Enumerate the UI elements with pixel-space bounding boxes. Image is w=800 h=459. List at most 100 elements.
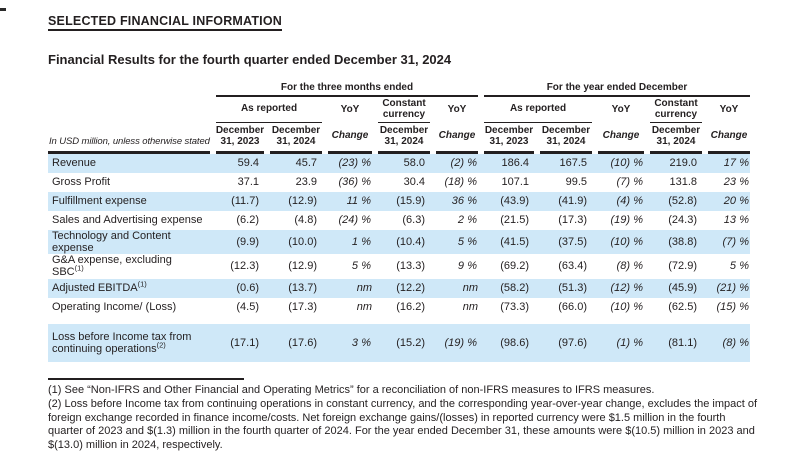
yoy-value: 9% (457, 260, 477, 273)
amount-value: (6.3) (402, 213, 425, 226)
unit-note: In USD million, unless otherwise stated (49, 136, 210, 147)
row-spacer (48, 317, 800, 324)
yoy-value: (12)% (610, 282, 643, 295)
amount-value: (0.6) (236, 282, 259, 295)
header-as-reported: As reported (484, 97, 592, 123)
amount-value: (17.3) (558, 213, 587, 226)
financial-table: For the three months ended For the year … (48, 82, 800, 363)
table-row: Revenue 59.4 45.7 (23)% 58.0 (2)% 186.4 167.5 (1… (48, 153, 750, 173)
header-yoy: YoY (340, 104, 360, 116)
amount-value: 99.5 (565, 175, 587, 188)
header-rule-segment (270, 151, 322, 154)
yoy-value: 20% (723, 194, 749, 207)
header-rule-segment (540, 151, 592, 154)
amount-value: (13.3) (396, 260, 425, 273)
yoy-value: (10)% (610, 301, 643, 314)
amount-value: (66.0) (558, 301, 587, 314)
header-date: December 31, 2023 (484, 124, 534, 147)
header-change: Change (602, 130, 640, 142)
yoy-value: (21)% (716, 282, 749, 295)
col-group-three-months: For the three months ended (216, 82, 478, 97)
amount-value: (97.6) (558, 336, 587, 349)
amount-value: (98.6) (500, 336, 529, 349)
header-rule-segment (708, 151, 750, 154)
header-date: December 31, 2023 (215, 124, 265, 147)
header-date: December 31, 2024 (651, 124, 701, 147)
amount-value: (12.3) (230, 260, 259, 273)
amount-value: (37.5) (558, 235, 587, 248)
edge-artifact (0, 8, 6, 11)
amount-value: (10.4) (396, 235, 425, 248)
yoy-value: (4)% (616, 194, 643, 207)
header-rule-segment (48, 151, 210, 154)
header-rule-segment (598, 151, 644, 154)
amount-value: (45.9) (668, 282, 697, 295)
header-rule-segment (216, 151, 264, 154)
yoy-value: 23% (723, 175, 749, 188)
page-subtitle: Financial Results for the fourth quarter… (48, 52, 452, 67)
row-label: Loss before Income tax from continuing op… (52, 330, 192, 356)
table-header-rule (48, 151, 750, 154)
amount-value: 167.5 (559, 156, 587, 169)
amount-value: 58.0 (403, 156, 425, 169)
amount-value: 45.7 (295, 156, 317, 169)
amount-value: (52.8) (668, 194, 697, 207)
header-change: Change (438, 130, 476, 142)
amount-value: 59.4 (237, 156, 259, 169)
table-row: Loss before Income tax from continuing op… (48, 323, 750, 363)
header-constant-currency: Constant currency (650, 97, 702, 123)
yoy-value: 17% (723, 156, 749, 169)
row-label: Gross Profit (52, 175, 111, 188)
table-header-dates: In USD million, unless otherwise stated … (48, 124, 750, 149)
footnote-1: (1) See “Non-IFRS and Other Financial an… (48, 384, 655, 397)
yoy-value: (23)% (338, 156, 371, 169)
amount-value: (62.5) (668, 301, 697, 314)
header-rule-segment (378, 151, 430, 154)
header-yoy: YoY (611, 104, 631, 116)
amount-value: (24.3) (668, 213, 697, 226)
footnote-2: (2) Loss before Income tax from continui… (48, 398, 758, 451)
header-date: December 31, 2024 (271, 124, 321, 147)
yoy-value: (18)% (444, 175, 477, 188)
header-rule-segment (650, 151, 702, 154)
yoy-value: (24)% (338, 213, 371, 226)
amount-value: (12.9) (288, 260, 317, 273)
amount-value: 131.8 (669, 175, 697, 188)
amount-value: (15.9) (396, 194, 425, 207)
amount-value: 37.1 (237, 175, 259, 188)
amount-value: (17.3) (288, 301, 317, 314)
yoy-value: 11% (346, 194, 371, 207)
amount-value: (12.9) (288, 194, 317, 207)
amount-value: 186.4 (501, 156, 529, 169)
yoy-value: (7)% (616, 175, 643, 188)
amount-value: (15.2) (396, 336, 425, 349)
amount-value: (6.2) (236, 213, 259, 226)
footnote-rule (48, 378, 244, 381)
table-row: Gross Profit 37.1 23.9 (36)% 30.4 (18)% 107.1 9… (48, 173, 750, 192)
yoy-value: nm (356, 301, 372, 314)
col-group-year: For the year ended December (484, 82, 750, 97)
yoy-value: (36)% (338, 175, 371, 188)
table-header-subgroups: As reported YoY Constant currency YoY As… (48, 97, 750, 124)
header-rule-segment (328, 151, 372, 154)
table-row: Sales and Advertising expense (6.2) (4.8) (… (48, 211, 750, 230)
amount-value: (43.9) (500, 194, 529, 207)
header-date: December 31, 2024 (379, 124, 429, 147)
amount-value: (63.4) (558, 260, 587, 273)
yoy-value: 3% (351, 336, 371, 349)
row-label: Adjusted EBITDA(1) (52, 279, 147, 295)
table-row: Technology and Content expense (9.9) (10.0)… (48, 229, 750, 255)
table-row: Operating Income/ (Loss) (4.5) (17.3) nm (16… (48, 298, 750, 317)
amount-value: (72.9) (668, 260, 697, 273)
yoy-value: (1)% (616, 336, 643, 349)
yoy-value: nm (462, 282, 478, 295)
row-label: Technology and Content expense (52, 229, 171, 254)
yoy-value: (7)% (722, 235, 749, 248)
amount-value: 23.9 (295, 175, 317, 188)
header-spacer (48, 97, 210, 124)
amount-value: 107.1 (501, 175, 529, 188)
amount-value: (41.5) (500, 235, 529, 248)
amount-value: (58.2) (500, 282, 529, 295)
amount-value: (12.2) (396, 282, 425, 295)
